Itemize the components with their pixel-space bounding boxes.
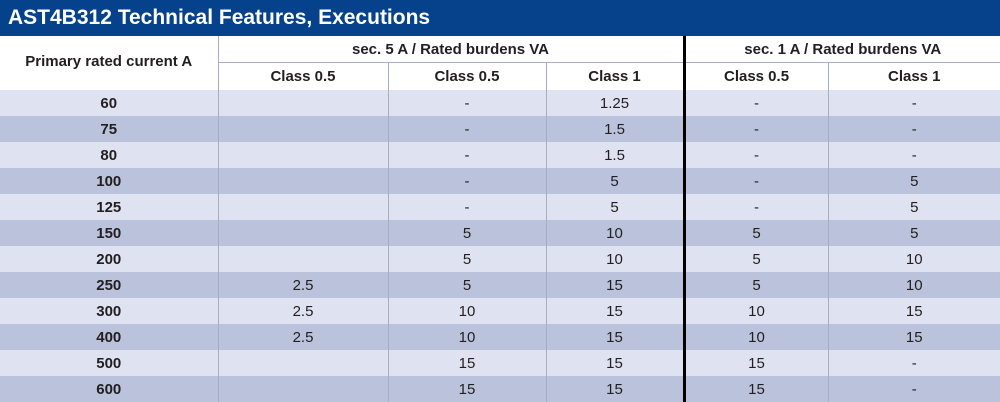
group-header-row: Primary rated current A sec. 5 A / Rated…	[0, 36, 1000, 90]
table-row: 200 5 10 5 10	[0, 246, 1000, 272]
primary-current-header: Primary rated current A	[0, 36, 218, 90]
cell-5a-class05a	[217, 350, 388, 376]
cell-5a-class05a	[217, 376, 388, 402]
cell-1a-class1: 5	[827, 194, 1000, 220]
table-row: 600 15 15 15-	[0, 376, 1000, 402]
cell-5a-class05b: 10	[387, 324, 546, 350]
cell-5a-class05a	[217, 220, 388, 246]
cell-primary-current: 500	[0, 350, 218, 376]
table-row: 150 5 10 5 5	[0, 220, 1000, 246]
cell-5a-class1: 5	[545, 194, 685, 220]
cell-5a-class05b: -	[387, 168, 546, 194]
group-header-5a: sec. 5 A / Rated burdens VA	[217, 36, 685, 63]
table-row: 500 15 15 15-	[0, 350, 1000, 376]
table-row: 75-1.5- -	[0, 116, 1000, 142]
cell-primary-current: 600	[0, 376, 218, 402]
cell-5a-class05b: 5	[387, 272, 546, 298]
cell-5a-class05a	[217, 168, 388, 194]
cell-1a-class05: 5	[682, 220, 829, 246]
group-header-1a: sec. 1 A / Rated burdens VA	[682, 36, 1000, 63]
cell-5a-class1: 1.5	[545, 116, 685, 142]
cell-1a-class05: -	[682, 194, 829, 220]
cell-primary-current: 300	[0, 298, 218, 324]
cell-5a-class1: 1.25	[545, 90, 685, 116]
cell-5a-class05b: 10	[387, 298, 546, 324]
cell-5a-class05a	[217, 90, 388, 116]
table-body: 60-1.25- -75-1.5- -80-1.5- -100-5-5 125-5-5 1…	[0, 90, 1000, 402]
cell-5a-class1: 5	[545, 168, 685, 194]
cell-1a-class1: -	[827, 116, 1000, 142]
cell-5a-class05b: -	[387, 194, 546, 220]
cell-primary-current: 200	[0, 246, 218, 272]
col-header-1a-class05: Class 0.5	[682, 62, 829, 90]
cell-1a-class05: -	[682, 116, 829, 142]
cell-5a-class05a: 2.5	[217, 272, 388, 298]
cell-5a-class05a: 2.5	[217, 324, 388, 350]
cell-primary-current: 250	[0, 272, 218, 298]
cell-1a-class1: 5	[827, 220, 1000, 246]
cell-5a-class05b: -	[387, 116, 546, 142]
cell-5a-class1: 15	[545, 376, 685, 402]
cell-1a-class05: 10	[682, 298, 829, 324]
col-header-5a-class05a: Class 0.5	[217, 62, 388, 90]
cell-5a-class1: 1.5	[545, 142, 685, 168]
cell-1a-class05: 5	[682, 246, 829, 272]
cell-1a-class05: -	[682, 90, 829, 116]
cell-5a-class1: 10	[545, 220, 685, 246]
cell-primary-current: 60	[0, 90, 218, 116]
table-row: 60-1.25- -	[0, 90, 1000, 116]
cell-1a-class1: -	[827, 376, 1000, 402]
cell-5a-class05b: 15	[387, 376, 546, 402]
col-header-5a-class1: Class 1	[545, 62, 685, 90]
cell-5a-class1: 10	[545, 246, 685, 272]
cell-5a-class05b: -	[387, 90, 546, 116]
cell-1a-class05: 10	[682, 324, 829, 350]
cell-5a-class1: 15	[545, 272, 685, 298]
cell-5a-class1: 15	[545, 350, 685, 376]
col-header-5a-class05b: Class 0.5	[387, 62, 546, 90]
cell-1a-class05: 15	[682, 350, 829, 376]
cell-5a-class05a: 2.5	[217, 298, 388, 324]
table-row: 125-5-5	[0, 194, 1000, 220]
cell-1a-class1: 10	[827, 246, 1000, 272]
cell-1a-class1: -	[827, 350, 1000, 376]
cell-1a-class1: 15	[827, 298, 1000, 324]
cell-5a-class1: 15	[545, 324, 685, 350]
table-row: 80-1.5- -	[0, 142, 1000, 168]
cell-1a-class1: 15	[827, 324, 1000, 350]
cell-5a-class05b: -	[387, 142, 546, 168]
cell-5a-class05a	[217, 116, 388, 142]
cell-primary-current: 100	[0, 168, 218, 194]
cell-5a-class05b: 5	[387, 220, 546, 246]
cell-5a-class05a	[217, 194, 388, 220]
cell-1a-class05: -	[682, 142, 829, 168]
cell-5a-class05a	[217, 142, 388, 168]
cell-1a-class05: 15	[682, 376, 829, 402]
cell-1a-class1: -	[827, 90, 1000, 116]
cell-1a-class05: -	[682, 168, 829, 194]
cell-primary-current: 75	[0, 116, 218, 142]
page-title: AST4B312 Technical Features, Executions	[0, 0, 1000, 36]
cell-1a-class1: 10	[827, 272, 1000, 298]
cell-primary-current: 125	[0, 194, 218, 220]
cell-5a-class05a	[217, 246, 388, 272]
cell-primary-current: 150	[0, 220, 218, 246]
table-row: 300 2.5 10 15 10 15	[0, 298, 1000, 324]
col-header-1a-class1: Class 1	[827, 62, 1000, 90]
cell-1a-class1: -	[827, 142, 1000, 168]
table-row: 400 2.5 10 15 10 15	[0, 324, 1000, 350]
cell-5a-class05b: 5	[387, 246, 546, 272]
cell-1a-class05: 5	[682, 272, 829, 298]
cell-5a-class05b: 15	[387, 350, 546, 376]
table-row: 250 2.5 5 15 5 10	[0, 272, 1000, 298]
spec-table: Primary rated current A sec. 5 A / Rated…	[0, 36, 1000, 402]
cell-primary-current: 400	[0, 324, 218, 350]
table-row: 100-5-5	[0, 168, 1000, 194]
cell-primary-current: 80	[0, 142, 218, 168]
cell-5a-class1: 15	[545, 298, 685, 324]
class-header-row: Class 0.5 Class 0.5 Class 1 Class 0.5 Cl…	[0, 62, 1000, 90]
cell-1a-class1: 5	[827, 168, 1000, 194]
